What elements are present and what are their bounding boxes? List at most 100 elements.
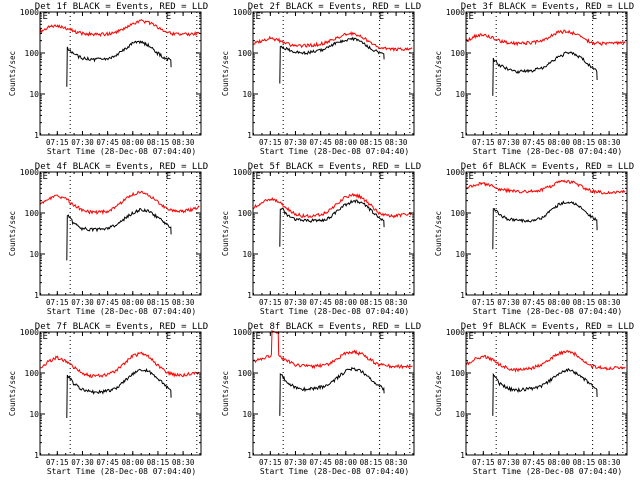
chart-title: Det 6f BLACK = Events, RED = LLD — [461, 162, 634, 172]
E-marker-label: E — [166, 172, 171, 182]
chart-title: Det 3f BLACK = Events, RED = LLD — [461, 2, 634, 12]
x-tick-label: 08:15 — [360, 298, 383, 307]
x-tick-label: 08:30 — [598, 298, 621, 307]
lld-series-line — [40, 190, 200, 216]
chart-title: Det 7f BLACK = Events, RED = LLD — [35, 322, 208, 332]
detector-panel-3: Det 3f BLACK = Events, RED = LLD E E 1 10 100… — [426, 0, 639, 160]
x-tick-label: 07:30 — [284, 298, 307, 307]
E-marker-label: E — [43, 332, 48, 342]
chart-title: Det 4f BLACK = Events, RED = LLD — [35, 162, 208, 172]
y-axis-label: Counts/sec — [434, 51, 443, 96]
E-marker-label: E — [166, 332, 171, 342]
lld-series-line — [253, 192, 413, 219]
E-marker-label: E — [256, 12, 261, 22]
events-series-line — [66, 207, 172, 261]
detector-panel-5: Det 5f BLACK = Events, RED = LLD E E 1 10 100… — [213, 160, 426, 320]
y-tick-label: 10 — [242, 410, 252, 419]
x-axis-label: Start Time (28-Dec-08 07:04:40) — [47, 147, 196, 156]
chart-title: Det 2f BLACK = Events, RED = LLD — [248, 2, 421, 12]
x-tick-label: 07:15 — [46, 458, 69, 467]
detector-panel-2: Det 2f BLACK = Events, RED = LLD E E 1 10 100… — [213, 0, 426, 160]
y-tick-label: 100 — [25, 49, 40, 58]
y-tick-label: 100 — [451, 369, 466, 378]
lld-series-line — [466, 350, 626, 373]
x-axis-label: Start Time (28-Dec-08 07:04:40) — [473, 307, 622, 316]
y-tick-label: 100 — [25, 209, 40, 218]
events-series-line — [279, 199, 385, 247]
y-tick-label: 1 — [460, 451, 465, 460]
y-tick-label: 100 — [238, 209, 253, 218]
y-tick-label: 100 — [451, 49, 466, 58]
x-tick-label: 07:15 — [259, 138, 282, 147]
y-axis-label: Counts/sec — [221, 371, 230, 416]
y-tick-label: 100 — [451, 209, 466, 218]
plot-frame — [252, 171, 415, 296]
x-tick-label: 08:00 — [335, 138, 358, 147]
lld-series-line — [466, 179, 626, 195]
x-tick-label: 07:45 — [309, 458, 332, 467]
x-tick-label: 07:45 — [522, 138, 545, 147]
x-tick-label: 07:30 — [71, 138, 94, 147]
detector-panel-8: Det 8f BLACK = Events, RED = LLD E E 1 10 100… — [213, 320, 426, 480]
chart-title: Det 1f BLACK = Events, RED = LLD — [35, 2, 208, 12]
y-tick-label: 1000 — [446, 168, 465, 177]
events-series-line — [492, 367, 598, 416]
x-tick-label: 08:00 — [122, 458, 145, 467]
y-tick-label: 1 — [247, 451, 252, 460]
x-axis-label: Start Time (28-Dec-08 07:04:40) — [260, 467, 409, 476]
plot-frame — [465, 11, 628, 136]
y-tick-label: 1000 — [446, 8, 465, 17]
y-tick-label: 10 — [455, 410, 465, 419]
x-tick-label: 07:15 — [46, 298, 69, 307]
x-tick-label: 07:45 — [522, 458, 545, 467]
detector-panel-4: Det 4f BLACK = Events, RED = LLD E E 1 10 100… — [0, 160, 213, 320]
x-tick-label: 08:15 — [147, 298, 170, 307]
x-tick-label: 08:30 — [172, 458, 195, 467]
x-axis-label: Start Time (28-Dec-08 07:04:40) — [260, 147, 409, 156]
x-tick-label: 08:30 — [172, 138, 195, 147]
y-tick-label: 10 — [29, 410, 39, 419]
E-marker-label: E — [592, 332, 597, 342]
lld-series-line — [40, 19, 200, 38]
y-tick-label: 1 — [460, 131, 465, 140]
x-tick-label: 07:30 — [497, 298, 520, 307]
y-axis-label: Counts/sec — [8, 211, 17, 256]
E-marker-label: E — [379, 12, 384, 22]
events-series-line — [492, 200, 598, 250]
y-tick-label: 1 — [34, 291, 39, 300]
y-tick-label: 1 — [247, 291, 252, 300]
detector-panel-9: Det 9f BLACK = Events, RED = LLD E E 1 10 100… — [426, 320, 639, 480]
x-tick-label: 08:15 — [573, 458, 596, 467]
x-tick-label: 07:30 — [284, 458, 307, 467]
lld-series-line — [253, 31, 413, 52]
events-series-line — [66, 367, 172, 419]
y-axis-label: Counts/sec — [8, 371, 17, 416]
y-axis-label: Counts/sec — [8, 51, 17, 96]
E-marker-label: E — [43, 172, 48, 182]
x-tick-label: 08:15 — [147, 138, 170, 147]
lld-series-line — [40, 351, 200, 379]
detector-panel-1: Det 1f BLACK = Events, RED = LLD E E 1 10 100… — [0, 0, 213, 160]
x-tick-label: 07:30 — [284, 138, 307, 147]
y-tick-label: 1 — [34, 131, 39, 140]
y-tick-label: 1000 — [446, 328, 465, 337]
lld-series-line — [253, 329, 413, 370]
events-series-line — [66, 40, 172, 87]
y-tick-label: 10 — [455, 90, 465, 99]
y-tick-label: 100 — [25, 369, 40, 378]
x-tick-label: 08:15 — [147, 458, 170, 467]
y-tick-label: 1 — [460, 291, 465, 300]
x-tick-label: 07:15 — [259, 298, 282, 307]
x-tick-label: 08:15 — [360, 138, 383, 147]
detector-panel-6: Det 6f BLACK = Events, RED = LLD E E 1 10 100… — [426, 160, 639, 320]
x-axis-label: Start Time (28-Dec-08 07:04:40) — [473, 147, 622, 156]
x-tick-label: 08:00 — [548, 458, 571, 467]
chart-title: Det 8f BLACK = Events, RED = LLD — [248, 322, 421, 332]
